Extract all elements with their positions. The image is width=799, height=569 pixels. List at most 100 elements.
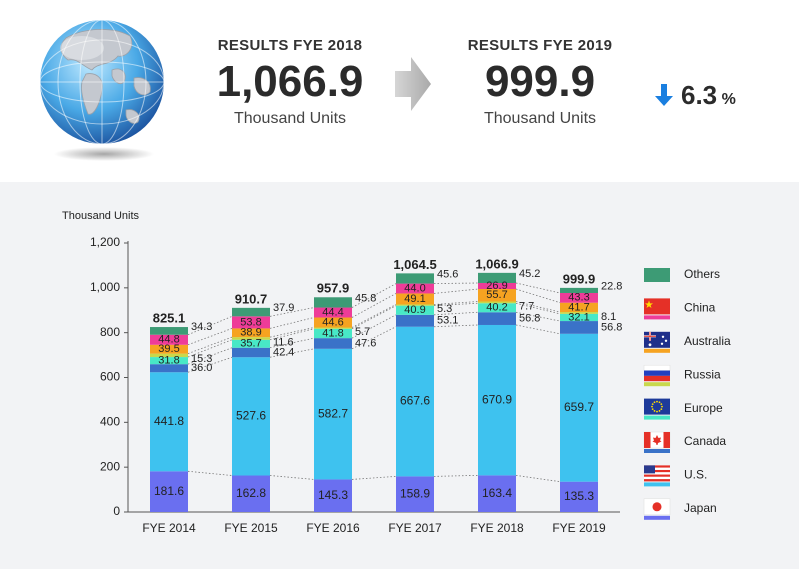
bar-total-label: 1,064.5 [393,257,436,272]
bar-segment-russia [314,327,352,329]
bar-segment-russia [478,301,516,304]
flag-star [645,300,653,308]
legend-label: Australia [684,334,731,348]
legend-label: U.S. [684,468,707,482]
stacked-bar-chart: Thousand Units 0 200 400 600 800 1,000 1,200 FYE… [62,210,731,535]
flag-part [644,370,670,376]
connector-line [187,315,233,336]
flag-star [660,408,663,410]
bar-segment-china [314,307,352,318]
australia-flag-icon [644,331,670,348]
data-label: 40.2 [486,302,507,314]
legend-label: China [684,301,716,315]
data-label: 56.8 [519,313,540,325]
data-label: 40.9 [404,304,425,316]
flag-star [664,339,668,342]
data-label: 56.8 [601,321,622,333]
data-label: 53.8 [240,316,261,328]
connector-line [515,324,561,335]
bar-segment-canada [314,338,352,349]
maple-leaf [652,435,662,445]
bar-segment-us [478,324,516,476]
flag-part [644,465,670,468]
bar-segment-australia [314,317,352,328]
data-label: 53.1 [437,315,458,327]
x-tick-label: FYE 2018 [470,521,524,535]
connector-line [433,288,479,294]
fye2018-unit: Thousand Units [233,110,347,127]
connector-line [351,475,397,480]
flag-part [644,375,670,382]
connector-line [433,301,479,305]
change-sign: % [721,91,736,108]
connector-line [351,305,397,330]
bar-segment-us [560,333,598,482]
bar-segment-russia [232,337,270,340]
bar-segment-china [150,334,188,345]
bar-segment-russia [560,312,598,314]
bar-segment-japan [150,471,188,512]
legend-item-russia: Russia [643,364,721,387]
data-label: 34.3 [191,321,212,333]
connector-line [269,337,315,349]
flag-star [651,408,654,410]
data-label: 8.1 [601,311,616,323]
connector-line [515,288,561,304]
flag-part [644,476,670,480]
connector-line [269,475,315,480]
data-label: 181.6 [154,484,184,498]
flag-star [660,342,664,345]
bar-segment-china [560,292,598,303]
bar-segment-australia [478,289,516,302]
china-swatch [644,315,670,320]
bar-total-label: 1,066.9 [475,256,518,271]
connector-line [187,470,233,476]
bar-segment-japan [232,475,270,512]
data-label: 32.1 [568,311,589,323]
connector-line [187,336,233,355]
connector-line [187,339,233,358]
legend-label: Others [684,267,720,281]
data-label: 36.0 [191,362,212,374]
data-label: 41.8 [322,327,343,339]
bar-segment-europe [232,339,270,348]
flag-part [644,465,655,474]
legend-item-japan: Japan [643,498,717,520]
flag-part [643,364,671,371]
connector-line [433,311,479,316]
y-tick-label: 200 [100,459,120,473]
flag-star [660,403,663,405]
bar-segment-europe [150,357,188,365]
bar-segment-others [478,272,516,283]
data-label: 44.8 [158,334,179,346]
flag-sun [652,502,662,512]
connector-line [351,326,397,350]
data-label: 7.7 [519,300,534,312]
bar-segment-canada [150,364,188,373]
bar-segment-us [232,357,270,476]
connector-line [187,328,233,346]
china-flag-icon [644,298,670,315]
header-panel: RESULTS FYE 2018 1,066.9 Thousand Units … [0,0,799,182]
y-axis-label: Thousand Units [62,210,140,222]
bar-segment-europe [396,305,434,315]
bar-total-label: 999.9 [563,271,596,286]
connector-line [515,282,561,294]
fye2019-value: 999.9 [484,57,596,106]
data-label: 162.8 [236,486,266,500]
x-tick-label: FYE 2019 [552,521,606,535]
connector-line [187,347,233,365]
bar-segment-japan [314,479,352,512]
bar-segment-japan [396,476,434,512]
connector-line [269,348,315,358]
data-label: 41.7 [568,301,589,313]
others-swatch [644,268,670,282]
data-label: 44.6 [322,316,343,328]
data-label: 163.4 [482,486,512,500]
canada-flag-icon [643,431,671,449]
bar-total-label: 957.9 [317,281,350,296]
flag-part [644,479,670,482]
x-tick-label: FYE 2015 [224,521,278,535]
data-label: 11.6 [273,336,294,348]
data-label: 26.9 [486,280,507,292]
